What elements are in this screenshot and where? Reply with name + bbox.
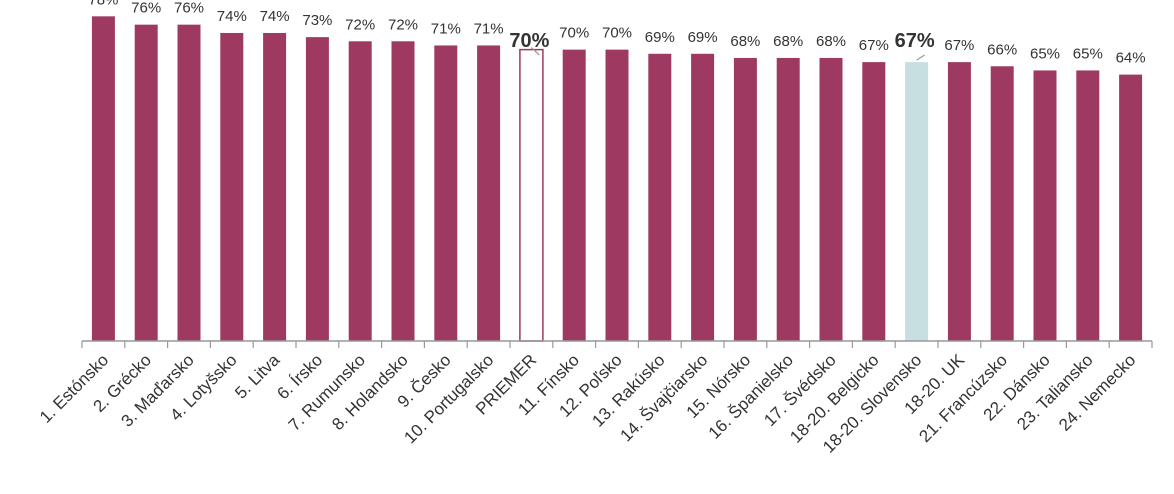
bar — [776, 57, 800, 341]
bar — [1033, 70, 1057, 341]
callout-line — [530, 47, 540, 56]
bar — [1119, 74, 1143, 341]
value-label: 74% — [217, 8, 247, 25]
value-label: 64% — [1116, 50, 1146, 67]
bar-average — [519, 48, 544, 342]
bar — [91, 16, 115, 341]
callout-line — [916, 54, 925, 61]
bars-group — [91, 16, 1143, 342]
value-label: 72% — [388, 16, 418, 33]
value-label: 68% — [730, 33, 760, 50]
bar — [862, 62, 886, 342]
bar — [691, 53, 715, 341]
value-label: 71% — [474, 20, 504, 37]
value-label: 74% — [260, 8, 290, 25]
bar — [348, 41, 372, 342]
bar — [947, 62, 971, 342]
value-label: 69% — [645, 29, 675, 46]
callouts-group — [530, 47, 925, 61]
value-label: 70% — [602, 25, 632, 42]
value-label: 67% — [895, 30, 935, 52]
x-axis-ticks — [81, 341, 1153, 348]
bar — [990, 66, 1014, 342]
bar — [648, 53, 672, 341]
value-labels-group: 78% 76% 76% 74% 74% 73% 72% 72% 71% 71% 70% 70% 70% 6… — [88, 0, 1145, 67]
value-label: 70% — [559, 25, 589, 42]
value-label: 68% — [816, 33, 846, 50]
bar — [477, 45, 501, 342]
value-label: 72% — [345, 16, 375, 33]
value-label: 68% — [773, 33, 803, 50]
value-label: 76% — [131, 0, 161, 17]
value-label: 65% — [1030, 45, 1060, 62]
value-label: 78% — [88, 0, 118, 8]
category-label: 5. Litva — [231, 350, 284, 403]
bar — [391, 41, 415, 342]
value-label: 67% — [859, 37, 889, 54]
bar — [263, 32, 287, 341]
value-label: 70% — [509, 30, 549, 52]
value-label: 65% — [1073, 45, 1103, 62]
bar — [305, 37, 329, 341]
bar-slovakia — [905, 62, 929, 342]
value-label: 71% — [431, 20, 461, 37]
bar — [220, 32, 244, 341]
value-label: 73% — [302, 12, 332, 29]
bar — [434, 45, 458, 342]
value-label: 76% — [174, 0, 204, 17]
bar — [134, 24, 158, 342]
value-label: 67% — [944, 37, 974, 54]
bar — [733, 57, 757, 341]
bar — [177, 24, 201, 342]
bar — [605, 49, 629, 341]
value-label: 66% — [987, 41, 1017, 58]
bar — [562, 49, 586, 341]
bar — [1076, 70, 1100, 341]
value-label: 69% — [688, 29, 718, 46]
bar — [819, 57, 843, 341]
